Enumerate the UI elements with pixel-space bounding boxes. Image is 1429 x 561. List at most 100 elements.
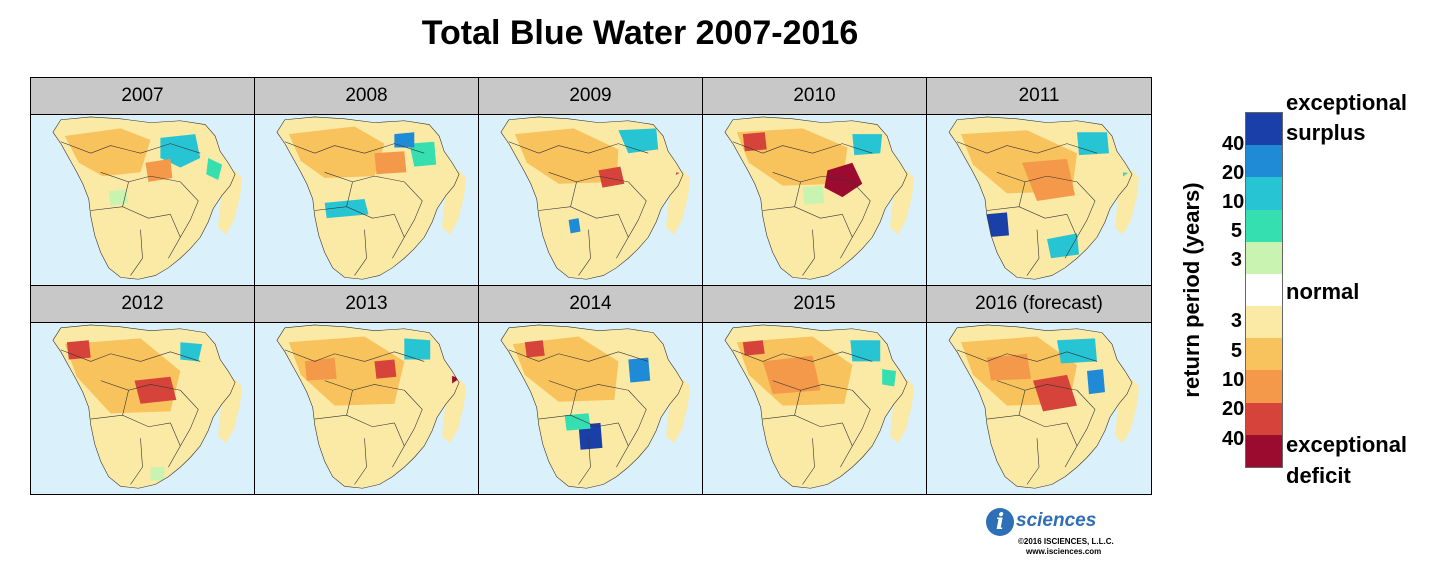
panel-label: 2010 xyxy=(703,78,926,115)
country-border xyxy=(772,380,801,391)
anomaly-region xyxy=(288,336,405,406)
madagascar xyxy=(442,170,467,235)
anomaly-region xyxy=(374,359,397,379)
country-border xyxy=(732,141,873,154)
legend-label-normal: normal xyxy=(1286,279,1360,304)
anomaly-region xyxy=(304,357,337,381)
country-border xyxy=(1076,181,1096,238)
coastline xyxy=(724,324,908,489)
panel-label: 2007 xyxy=(31,78,254,115)
legend-label-exceptional-bottom: exceptional xyxy=(1286,432,1408,457)
anomaly-region xyxy=(850,340,881,362)
anomaly-region xyxy=(150,467,165,481)
anomaly-region xyxy=(145,158,173,182)
map-canvas xyxy=(724,116,915,280)
africa-map xyxy=(703,323,926,494)
panel-label: 2008 xyxy=(255,78,478,115)
coastline xyxy=(52,116,236,280)
coastline xyxy=(724,116,908,280)
legend-tick: 10 xyxy=(1222,369,1245,391)
anomaly-region xyxy=(206,157,223,180)
anomaly-region xyxy=(762,355,821,395)
country-border xyxy=(346,175,405,207)
copyright-text: ©2016 ISCIENCES, L.L.C. xyxy=(1018,537,1114,546)
coastline xyxy=(276,116,460,280)
country-border xyxy=(180,181,199,238)
country-border xyxy=(996,380,1026,391)
panel-label: 2016 (forecast) xyxy=(927,286,1151,323)
madagascar xyxy=(1115,378,1139,444)
country-border xyxy=(772,172,801,183)
map-panel-grid: 2007 2008 2009 2010 2011 2012 2013 2014 … xyxy=(30,77,1152,495)
legend-label-exceptional-top: exceptional xyxy=(1286,90,1408,115)
anomaly-region xyxy=(742,132,767,152)
country-border xyxy=(122,175,181,207)
panel-label: 2014 xyxy=(479,286,702,323)
madagascar xyxy=(218,378,243,444)
madagascar xyxy=(442,378,467,444)
country-border xyxy=(852,181,871,238)
anomaly-region xyxy=(985,212,1009,238)
country-border xyxy=(324,172,353,183)
map-canvas xyxy=(276,324,467,489)
coastline xyxy=(500,116,684,280)
country-border xyxy=(578,438,591,485)
anomaly-region xyxy=(802,185,825,205)
map-canvas xyxy=(52,116,243,280)
country-border xyxy=(538,206,619,219)
country-border xyxy=(284,349,425,362)
country-border xyxy=(284,141,425,154)
africa-map xyxy=(255,323,478,494)
country-border xyxy=(1026,229,1040,276)
country-border xyxy=(314,206,395,219)
country-border xyxy=(852,390,871,447)
legend-label-deficit: deficit xyxy=(1286,463,1351,488)
madagascar xyxy=(666,170,691,235)
color-legend-bar xyxy=(1245,112,1283,468)
country-border xyxy=(60,141,201,154)
anomaly-region xyxy=(64,128,151,177)
anomaly-region xyxy=(394,132,415,148)
legend-swatch xyxy=(1246,306,1282,339)
country-border xyxy=(570,175,629,207)
panel-label: 2013 xyxy=(255,286,478,323)
legend-swatch xyxy=(1246,177,1282,211)
anomaly-region xyxy=(108,189,129,206)
country-border xyxy=(60,349,201,362)
madagascar xyxy=(890,378,915,444)
madagascar xyxy=(890,170,915,235)
country-border xyxy=(762,414,843,428)
country-border xyxy=(1018,384,1078,416)
country-border xyxy=(1018,175,1078,207)
chart-title: Total Blue Water 2007-2016 xyxy=(421,14,859,52)
panel-2016-forecast: 2016 (forecast) xyxy=(927,286,1151,494)
panel-2010: 2010 xyxy=(703,78,927,286)
panel-2015: 2015 xyxy=(703,286,927,494)
legend-swatch xyxy=(1246,145,1282,178)
country-border xyxy=(100,380,129,391)
country-border xyxy=(802,438,815,485)
legend-tick: 20 xyxy=(1222,398,1245,420)
country-border xyxy=(130,229,143,276)
panel-label: 2009 xyxy=(479,78,702,115)
country-border xyxy=(404,390,423,447)
country-border xyxy=(508,141,649,154)
legend-label-surplus: surplus xyxy=(1286,120,1366,145)
madagascar xyxy=(666,378,691,444)
africa-map xyxy=(927,323,1151,494)
isciences-logo-name: sciences xyxy=(1016,510,1097,531)
anomaly-region xyxy=(524,340,545,358)
coastline xyxy=(948,116,1133,280)
country-border xyxy=(628,181,647,238)
panel-2009: 2009 xyxy=(479,78,703,286)
legend-tick: 40 xyxy=(1222,133,1245,155)
legend-swatch xyxy=(1246,113,1282,146)
panel-label: 2011 xyxy=(927,78,1151,115)
panel-2012: 2012 xyxy=(31,286,255,494)
coastline xyxy=(52,324,236,489)
anomaly-region xyxy=(324,199,369,219)
panel-2013: 2013 xyxy=(255,286,479,494)
country-border xyxy=(90,206,171,219)
anomaly-region xyxy=(514,128,619,184)
panel-label: 2015 xyxy=(703,286,926,323)
